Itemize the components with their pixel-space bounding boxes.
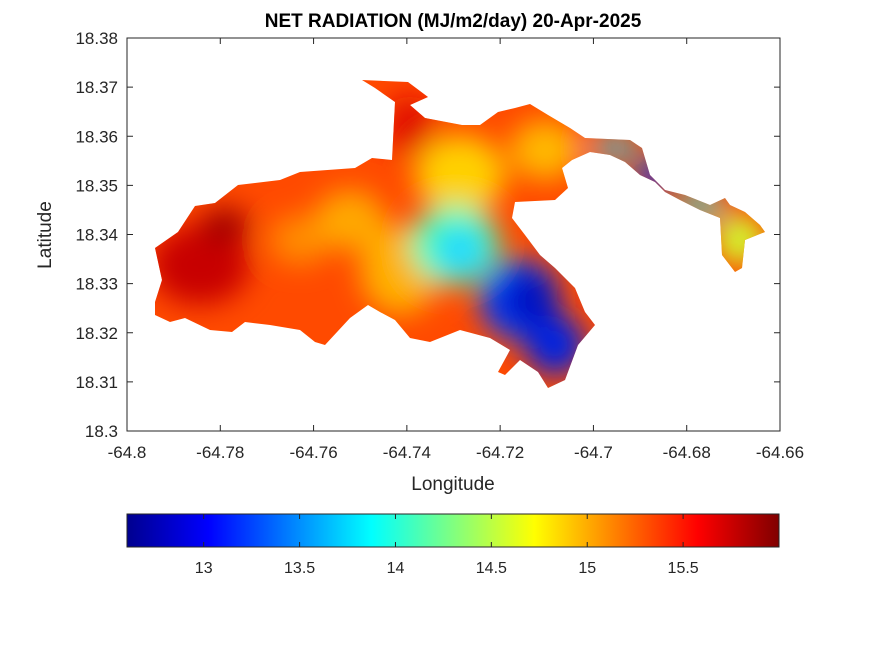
x-tick-label: -64.72	[476, 443, 524, 462]
colorbar-ticks: 13 13.5 14 14.5 15 15.5	[195, 514, 699, 577]
x-tick-label: -64.76	[289, 443, 337, 462]
y-tick-label: 18.33	[75, 275, 118, 294]
y-tick-label: 18.31	[75, 373, 118, 392]
x-tick-label: -64.7	[574, 443, 613, 462]
x-axis-label: Longitude	[411, 474, 494, 495]
y-tick-label: 18.34	[75, 226, 118, 245]
y-tick-label: 18.38	[75, 29, 118, 48]
y-tick-label: 18.37	[75, 78, 118, 97]
y-tick-label: 18.36	[75, 127, 118, 146]
colorbar-tick-label: 15.5	[668, 560, 699, 577]
colorbar-tick-label: 15	[578, 560, 596, 577]
colorbar-tick-label: 13.5	[284, 560, 315, 577]
y-tick-label: 18.3	[85, 422, 118, 441]
y-tick-label: 18.32	[75, 324, 118, 343]
y-axis-ticks: 18.3 18.31 18.32 18.33 18.34 18.35 18.36 18.37 1…	[75, 29, 780, 441]
x-axis-ticks: -64.8 -64.78 -64.76 -64.74 -64.72 -64.7 -64.68…	[108, 38, 804, 462]
plot-title: NET RADIATION (MJ/m2/day) 20-Apr-2025	[265, 11, 642, 32]
colorbar	[126, 513, 780, 548]
y-tick-label: 18.35	[75, 176, 118, 195]
x-tick-label: -64.66	[756, 443, 804, 462]
colorbar-tick-label: 13	[195, 560, 213, 577]
x-tick-label: -64.78	[196, 443, 244, 462]
colorbar-tick-label: 14.5	[476, 560, 507, 577]
x-tick-label: -64.74	[383, 443, 431, 462]
x-tick-label: -64.68	[663, 443, 711, 462]
x-tick-label: -64.8	[108, 443, 147, 462]
y-axis-label: Latitude	[35, 201, 56, 269]
colorbar-tick-label: 14	[387, 560, 405, 577]
